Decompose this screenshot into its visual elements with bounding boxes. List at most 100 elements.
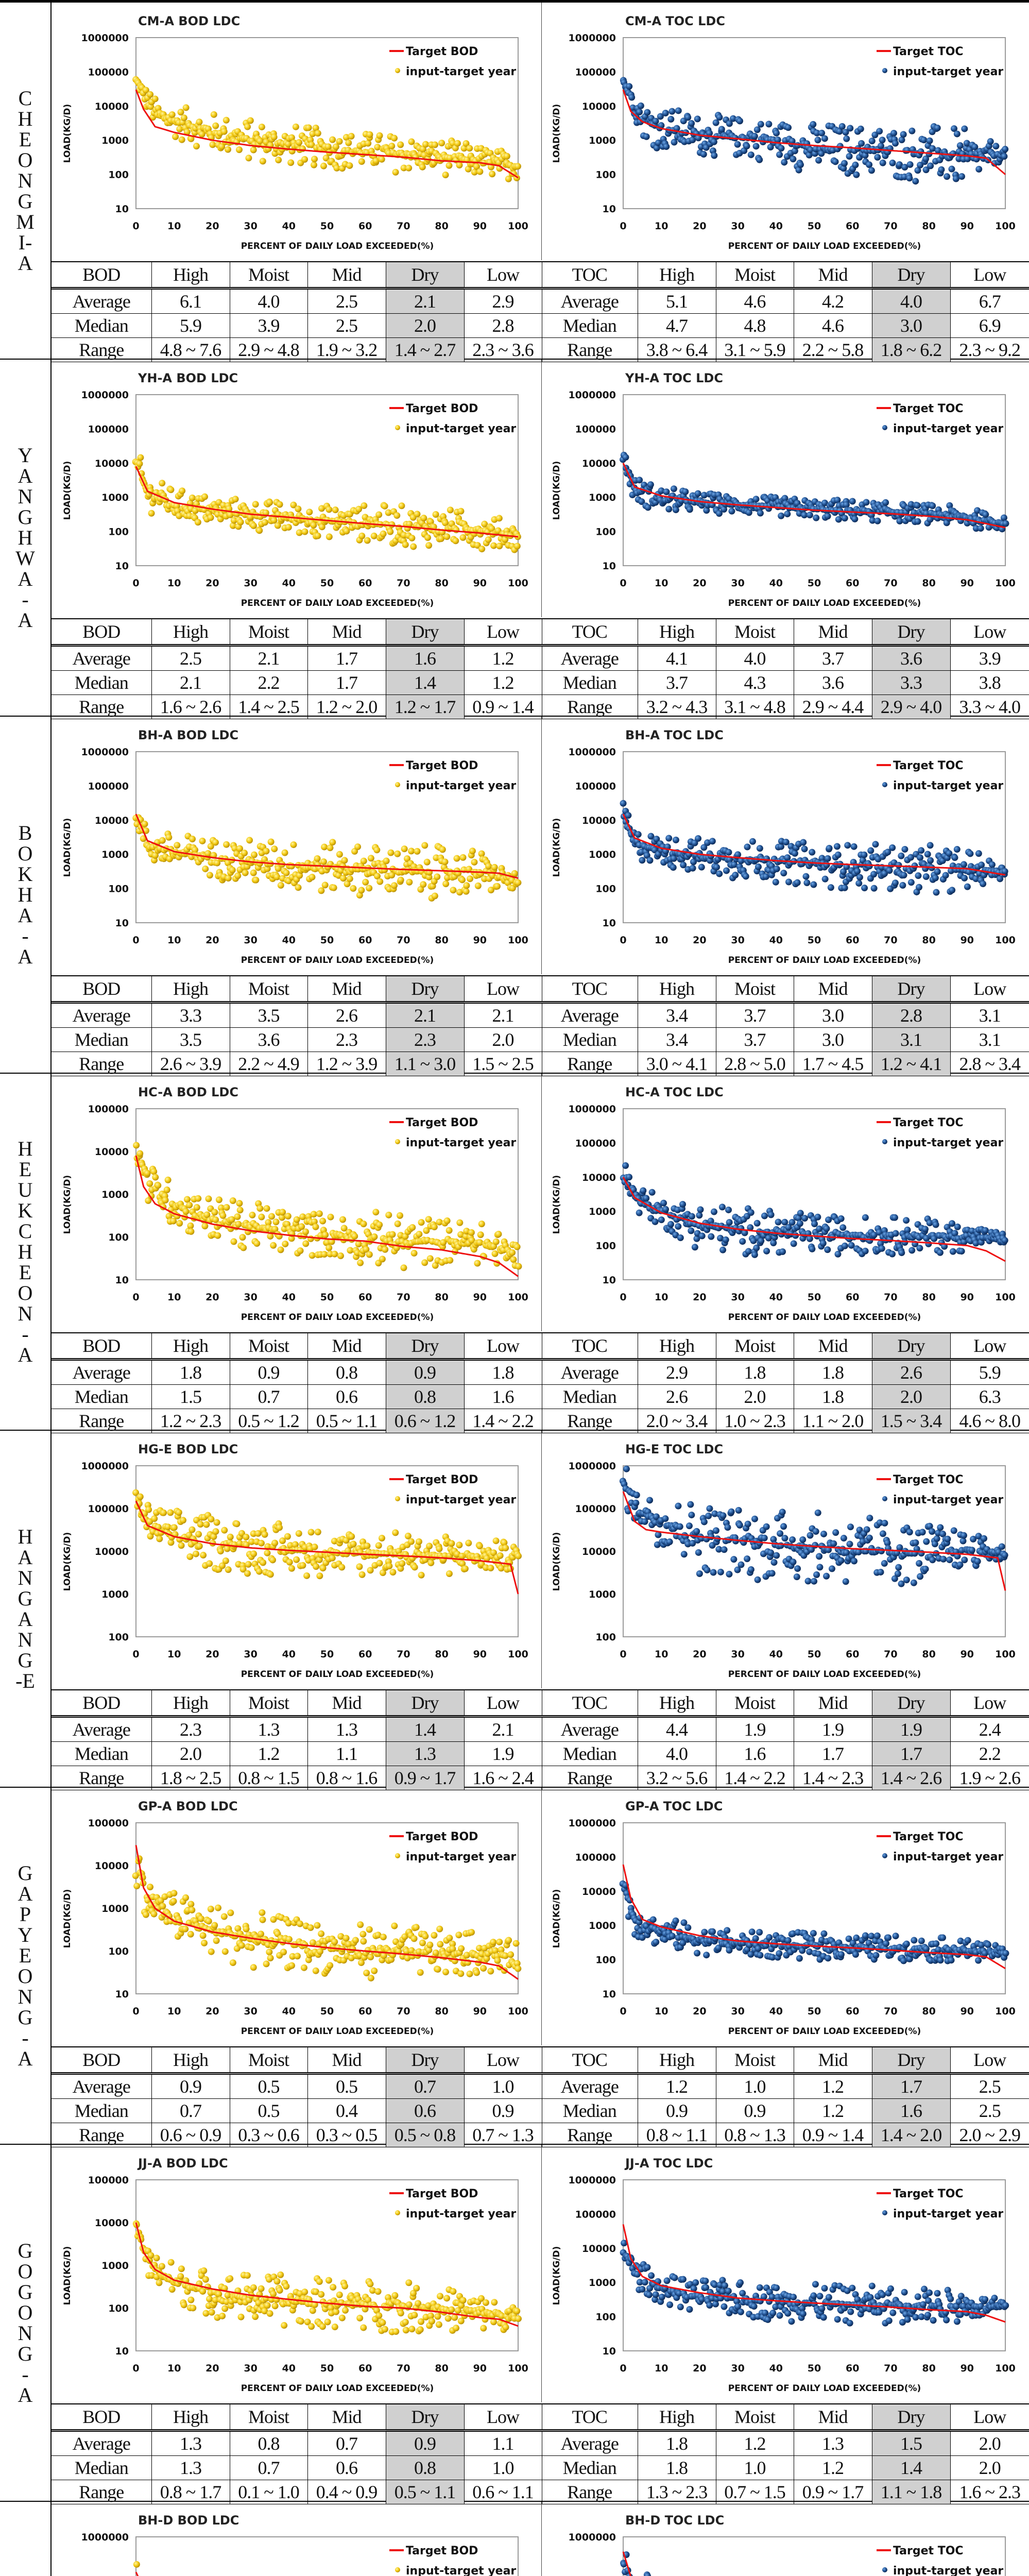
data-point [818,855,826,862]
data-point [144,1170,151,1177]
cell-median-low: 1.2 [464,670,542,695]
y-tick-label: 1000 [101,849,129,860]
bod-flow-condition-table: BOD High Moist Mid Dry Low Average 2.3 1.3 1.3 1.4… [52,1689,542,1790]
data-point [903,1940,910,1947]
data-point [791,850,798,857]
data-point [726,856,733,863]
data-point [151,95,159,103]
data-point [843,135,850,142]
data-point [232,496,239,503]
data-point [513,1243,521,1250]
data-point [806,1235,813,1242]
data-point [425,542,433,549]
data-point [436,1545,443,1552]
cell-average-moist: 2.1 [229,645,308,671]
site-section: CHEONGMI-A CM-A BOD LDC 10 100 1000 10000 1000… [0,3,1029,362]
data-point [853,1934,860,1941]
data-point [229,522,236,529]
data-point [889,159,896,166]
data-point [267,1571,274,1578]
data-point [436,1925,443,1933]
data-point [478,850,485,857]
data-point [958,173,965,180]
data-point [801,1215,809,1222]
x-tick-label: 90 [961,2006,974,2017]
data-point [313,1563,320,1570]
data-point [872,841,879,848]
data-point [182,1925,189,1933]
x-tick-label: 30 [244,2006,257,2017]
data-point [227,511,234,518]
y-axis-label: LOAD(KG/D) [62,461,73,520]
data-point [400,1264,407,1272]
data-point [796,1220,803,1227]
data-point [777,843,784,850]
legend-label-target: Target BOD [406,1473,478,1486]
column-header-label: High [173,1335,209,1356]
x-tick-label: 0 [132,221,139,232]
data-point [689,865,696,872]
data-point [174,842,181,849]
data-point [843,1549,850,1556]
data-point [291,1541,299,1548]
cell-median-high: 1.5 [151,1384,230,1409]
table-row-range: Range 1.2 ~ 2.3 0.5 ~ 1.2 0.5 ~ 1.1 0.6 ~ 1.… [52,1409,542,1433]
data-point [745,1248,752,1255]
data-point [293,1556,300,1563]
data-point [146,1180,153,1187]
data-point [841,160,848,167]
column-header-label: Dry [897,978,925,999]
data-point [487,887,494,894]
data-point [201,1939,208,1946]
data-point [736,1521,743,1529]
data-point [426,1255,434,1262]
cell-range-high: 3.0 ~ 4.1 [637,1052,716,1076]
data-point [261,519,268,526]
data-point [233,1520,241,1528]
x-tick-label: 100 [995,1292,1016,1303]
data-point [288,862,295,870]
row-label: Range [52,1052,152,1076]
data-point [391,882,398,889]
data-point [900,872,907,879]
cell-average-high: 6.1 [151,288,230,314]
cell-median-low: 6.9 [950,313,1029,338]
x-axis-label: PERCENT OF DAILY LOAD EXCEEDED(%) [728,955,921,965]
data-point [195,1531,202,1538]
data-point [329,839,336,846]
data-point [662,1515,669,1522]
data-point [868,1933,875,1940]
column-header-label: Moist [248,264,289,285]
data-point [247,117,254,124]
ldc-chart-cm-a-bod: CM-A BOD LDC1010010001000010000010000000… [62,14,528,251]
data-point [782,839,790,846]
cell-median-moist: 0.7 [229,1384,308,1409]
data-point [815,1951,822,1958]
data-point [290,501,297,509]
data-point [136,1493,144,1500]
data-point [285,141,292,148]
column-header-high: High [151,975,230,1004]
data-point [623,1465,630,1472]
data-point [183,128,191,135]
data-point [715,510,723,517]
data-point [926,137,933,144]
data-point [225,146,232,153]
target-line [135,814,519,879]
x-tick-label: 0 [620,1649,626,1660]
legend-label-points: input-target year [893,65,1003,78]
data-point [918,1550,925,1557]
data-point [811,1578,818,1585]
data-point [765,121,773,128]
x-axis-label: PERCENT OF DAILY LOAD EXCEEDED(%) [728,1312,921,1323]
data-point [271,1226,279,1233]
data-point [937,1957,944,1964]
cell-range-high: 3.2 ~ 4.3 [637,694,716,719]
data-point [288,134,295,141]
data-point [725,1206,732,1213]
data-point [931,1540,938,1548]
data-point [408,1947,415,1954]
table-header-row: TOC High Moist Mid Dry Low [542,261,1029,290]
data-point [688,120,695,127]
row-label: Median [52,313,152,338]
